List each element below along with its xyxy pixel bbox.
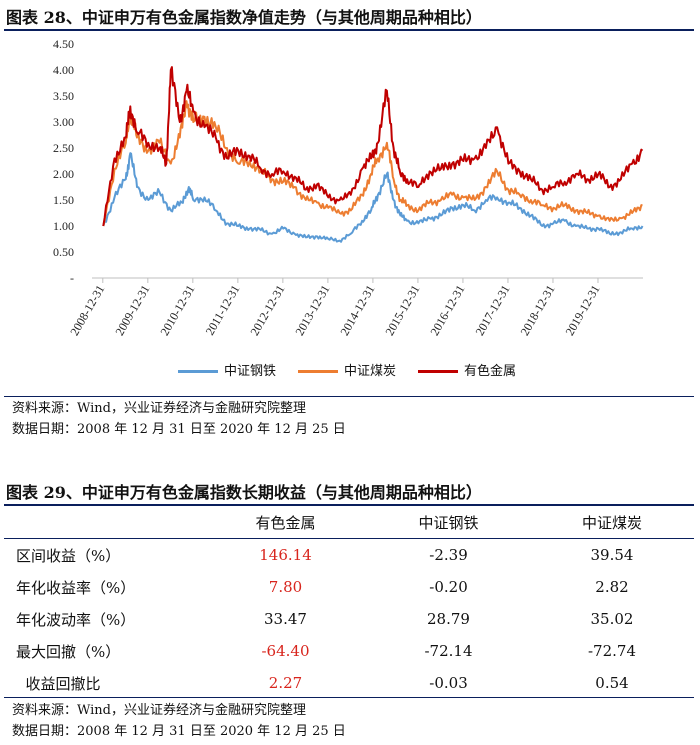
- cell-coal: 35.02: [590, 610, 634, 628]
- y-tick-label: 3.50: [53, 89, 74, 103]
- legend-label-coal: 中证煤炭: [344, 364, 397, 379]
- x-tick-label: 2016-12-31: [427, 283, 467, 338]
- x-tick-label: 2013-12-31: [292, 283, 332, 338]
- table-header-steel: 中证钢铁: [418, 513, 479, 532]
- figure29-date-range: 数据日期：2008 年 12 月 31 日至 2020 年 12 月 25 日: [12, 724, 346, 739]
- cell-metals: 146.14: [259, 546, 312, 564]
- legend-swatch-metals: [418, 370, 458, 373]
- figure29-source: 资料来源：Wind，兴业证券经济与金融研究院整理: [12, 703, 306, 718]
- y-tick-label: -: [70, 271, 74, 285]
- figure28-title-rule: [4, 29, 694, 31]
- y-tick-label: 4.50: [53, 37, 74, 51]
- figure29-notes-rule: [4, 697, 694, 698]
- legend-swatch-coal: [298, 370, 338, 373]
- cell-steel: -0.03: [429, 674, 468, 692]
- x-tick-label: 2008-12-31: [67, 283, 107, 338]
- y-tick-label: 1.50: [53, 193, 74, 207]
- series-line-metals: [102, 66, 644, 227]
- cell-coal: 0.54: [595, 674, 629, 692]
- x-tick-label: 2015-12-31: [382, 283, 422, 338]
- y-tick-label: 4.00: [53, 63, 74, 77]
- chart-legend: 中证钢铁 中证煤炭 有色金属: [0, 360, 700, 380]
- cell-metals: 33.47: [264, 610, 307, 628]
- table-row: 收益回撤比 2.27 -0.03 0.54: [4, 667, 694, 699]
- x-tick-label: 2009-12-31: [112, 283, 152, 338]
- row-label: 年化收益率（%）: [16, 578, 136, 597]
- x-tick-label: 2018-12-31: [517, 283, 557, 338]
- cell-coal: 39.54: [590, 546, 634, 564]
- figure29-title: 图表 29、中证申万有色金属指数长期收益（与其他周期品种相比）: [6, 483, 482, 502]
- row-label: 最大回撤（%）: [16, 642, 121, 661]
- series-line-steel: [102, 152, 644, 243]
- y-tick-label: 0.50: [53, 245, 74, 259]
- nav-line-chart: 4.504.003.503.002.502.001.501.000.50-200…: [53, 37, 644, 338]
- figure28-source: 资料来源：Wind，兴业证券经济与金融研究院整理: [12, 401, 306, 416]
- x-tick-label: 2019-12-31: [562, 283, 602, 338]
- cell-metals: -64.40: [261, 642, 310, 660]
- cell-coal: 2.82: [595, 578, 629, 596]
- row-label: 收益回撤比: [16, 674, 101, 693]
- cell-coal: -72.74: [587, 642, 636, 660]
- x-tick-label: 2012-12-31: [247, 283, 287, 338]
- table-row: 年化收益率（%） 7.80 -0.20 2.82: [4, 571, 694, 603]
- figure28-notes-rule: [4, 396, 694, 397]
- table-row: 区间收益（%） 146.14 -2.39 39.54: [4, 539, 694, 572]
- performance-table: 有色金属 中证钢铁 中证煤炭 区间收益（%） 146.14 -2.39 39.5…: [4, 506, 694, 699]
- legend-item-steel: 中证钢铁: [178, 360, 276, 379]
- x-tick-label: 2010-12-31: [157, 283, 197, 338]
- row-label: 年化波动率（%）: [16, 610, 136, 629]
- table-row: 年化波动率（%） 33.47 28.79 35.02: [4, 603, 694, 635]
- legend-item-coal: 中证煤炭: [298, 360, 396, 379]
- cell-steel: -2.39: [429, 546, 468, 564]
- x-tick-label: 2011-12-31: [203, 283, 243, 338]
- figure28-title: 图表 28、中证申万有色金属指数净值走势（与其他周期品种相比）: [6, 8, 482, 27]
- row-label: 区间收益（%）: [16, 546, 121, 565]
- cell-steel: -0.20: [429, 578, 468, 596]
- x-tick-label: 2017-12-31: [472, 283, 512, 338]
- y-tick-label: 2.50: [53, 141, 74, 155]
- table-header-blank: [4, 506, 204, 539]
- cell-steel: 28.79: [427, 610, 470, 628]
- table-header-coal: 中证煤炭: [581, 513, 642, 532]
- legend-label-steel: 中证钢铁: [224, 364, 277, 379]
- figure28-date-range: 数据日期：2008 年 12 月 31 日至 2020 年 12 月 25 日: [12, 422, 346, 437]
- cell-metals: 2.27: [268, 674, 303, 692]
- legend-swatch-steel: [178, 370, 218, 373]
- table-header-metals: 有色金属: [255, 513, 316, 532]
- table-row: 最大回撤（%） -64.40 -72.14 -72.74: [4, 635, 694, 667]
- table-header-row: 有色金属 中证钢铁 中证煤炭: [4, 506, 694, 539]
- cell-steel: -72.14: [424, 642, 473, 660]
- y-tick-label: 3.00: [53, 115, 74, 129]
- cell-metals: 7.80: [268, 578, 303, 596]
- legend-label-metals: 有色金属: [464, 364, 517, 379]
- figure29-title-rule: [4, 504, 694, 506]
- legend-item-metals: 有色金属: [418, 360, 516, 379]
- y-tick-label: 1.00: [53, 219, 74, 233]
- x-tick-label: 2014-12-31: [337, 283, 377, 338]
- y-tick-label: 2.00: [53, 167, 74, 181]
- series-line-coal: [102, 100, 643, 227]
